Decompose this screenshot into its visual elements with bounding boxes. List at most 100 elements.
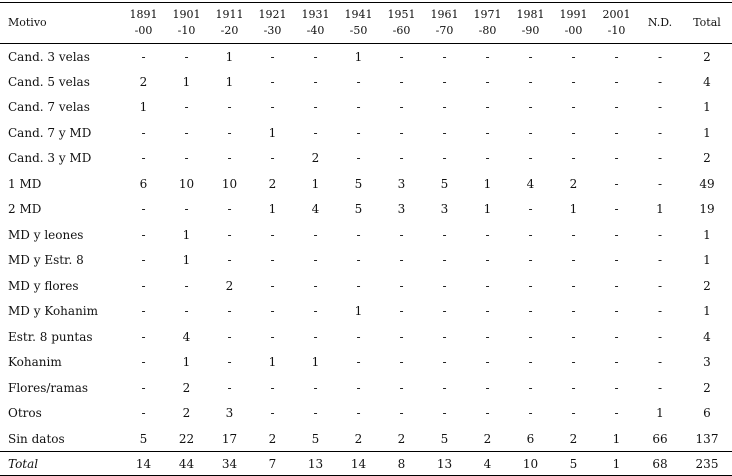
value-cell: - bbox=[571, 253, 576, 268]
header-text: -40 bbox=[306, 24, 325, 37]
table-row: 2 MD - - - 1 4 5 3 3 1 - 1 - 1 19 bbox=[0, 197, 732, 223]
value-cell: 1 bbox=[311, 355, 320, 370]
value-cell: 1 bbox=[483, 176, 492, 191]
value-cell: - bbox=[227, 329, 232, 344]
value-cell: - bbox=[442, 278, 447, 293]
value-cell: 1 bbox=[703, 125, 711, 140]
value-cell: 2 bbox=[703, 49, 711, 64]
value-cell: 1 bbox=[182, 253, 191, 268]
header-text: Motivo bbox=[8, 16, 47, 29]
header-text: -70 bbox=[435, 24, 454, 37]
table-row: MD y leones - 1 - - - - - - - - - - - 1 bbox=[0, 222, 732, 248]
header-text: 1951 bbox=[387, 8, 416, 21]
value-cell: - bbox=[442, 151, 447, 166]
value-cell: - bbox=[528, 49, 533, 64]
value-cell: - bbox=[356, 125, 361, 140]
value-cell: 6 bbox=[139, 176, 148, 191]
value-cell: - bbox=[442, 406, 447, 421]
value-cell: - bbox=[399, 151, 404, 166]
value-cell: 1 bbox=[182, 355, 191, 370]
value-cell: 1 bbox=[268, 355, 277, 370]
value-cell: - bbox=[356, 253, 361, 268]
value-cell: 3 bbox=[703, 355, 711, 370]
value-cell: 4 bbox=[703, 329, 711, 344]
total-row: Total 14 44 34 7 13 14 8 13 4 10 5 1 68 235 bbox=[0, 451, 732, 476]
value-cell: 4 bbox=[483, 456, 492, 471]
value-cell: - bbox=[571, 227, 576, 242]
header-text: -30 bbox=[263, 24, 282, 37]
label-cell: Flores/ramas bbox=[8, 380, 89, 395]
value-cell: 1 bbox=[703, 227, 711, 242]
value-cell: - bbox=[442, 329, 447, 344]
value-cell: 22 bbox=[178, 431, 195, 446]
value-cell: 1 bbox=[225, 49, 234, 64]
value-cell: - bbox=[657, 355, 663, 370]
value-cell: - bbox=[528, 329, 533, 344]
table-row: Cand. 5 velas 2 1 1 - - - - - - - - - - 4 bbox=[0, 69, 732, 95]
label-cell: Cand. 5 velas bbox=[8, 74, 90, 89]
value-cell: - bbox=[141, 253, 146, 268]
value-cell: 2 bbox=[397, 431, 406, 446]
value-cell: 13 bbox=[436, 456, 453, 471]
value-cell: - bbox=[270, 49, 275, 64]
header-text: -60 bbox=[392, 24, 411, 37]
value-cell: - bbox=[270, 380, 275, 395]
label-cell: Otros bbox=[8, 406, 42, 421]
value-cell: - bbox=[141, 355, 146, 370]
value-cell: - bbox=[141, 380, 146, 395]
value-cell: 1 bbox=[703, 253, 711, 268]
header-cell: 1901 -10 bbox=[165, 3, 208, 44]
value-cell: 2 bbox=[311, 151, 320, 166]
value-cell: - bbox=[184, 151, 189, 166]
value-cell: - bbox=[442, 125, 447, 140]
value-cell: 6 bbox=[526, 431, 535, 446]
header-text: -50 bbox=[349, 24, 368, 37]
table-row: Cand. 3 y MD - - - - 2 - - - - - - - - 2 bbox=[0, 146, 732, 172]
value-cell: - bbox=[227, 202, 232, 217]
value-cell: - bbox=[571, 125, 576, 140]
value-cell: - bbox=[485, 74, 490, 89]
value-cell: - bbox=[657, 304, 663, 319]
value-cell: 1 bbox=[225, 74, 234, 89]
value-cell: - bbox=[270, 278, 275, 293]
value-cell: 13 bbox=[307, 456, 324, 471]
value-cell: - bbox=[313, 125, 318, 140]
value-cell: - bbox=[657, 253, 663, 268]
value-cell: - bbox=[270, 253, 275, 268]
value-cell: 4 bbox=[311, 202, 320, 217]
header-cell: 1911 -20 bbox=[208, 3, 251, 44]
value-cell: 19 bbox=[699, 202, 715, 217]
value-cell: - bbox=[528, 151, 533, 166]
table-row: Sin datos 5 22 17 2 5 2 2 5 2 6 2 1 66 137 bbox=[0, 426, 732, 452]
value-cell: - bbox=[657, 329, 663, 344]
header-text: -00 bbox=[564, 24, 583, 37]
value-cell: - bbox=[614, 406, 619, 421]
value-cell: 34 bbox=[221, 456, 238, 471]
value-cell: - bbox=[313, 406, 318, 421]
value-cell: - bbox=[141, 406, 146, 421]
value-cell: 2 bbox=[182, 406, 191, 421]
table-row: Estr. 8 puntas - 4 - - - - - - - - - - - 4 bbox=[0, 324, 732, 350]
value-cell: - bbox=[313, 329, 318, 344]
value-cell: 3 bbox=[440, 202, 449, 217]
header-cell: 1941 -50 bbox=[337, 3, 380, 44]
value-cell: - bbox=[571, 329, 576, 344]
header-text: -80 bbox=[478, 24, 497, 37]
value-cell: 1 bbox=[268, 125, 277, 140]
header-text: 1991 bbox=[559, 8, 588, 21]
value-cell: - bbox=[657, 125, 663, 140]
value-cell: - bbox=[399, 406, 404, 421]
value-cell: - bbox=[528, 253, 533, 268]
value-cell: 2 bbox=[569, 431, 578, 446]
value-cell: 5 bbox=[440, 176, 449, 191]
value-cell: 3 bbox=[225, 406, 234, 421]
value-cell: - bbox=[485, 355, 490, 370]
value-cell: - bbox=[141, 151, 146, 166]
label-cell: MD y leones bbox=[8, 227, 84, 242]
value-cell: 1 bbox=[703, 100, 711, 115]
value-cell: 8 bbox=[397, 456, 406, 471]
value-cell: - bbox=[313, 227, 318, 242]
value-cell: - bbox=[141, 227, 146, 242]
value-cell: 137 bbox=[695, 431, 719, 446]
value-cell: - bbox=[184, 100, 189, 115]
